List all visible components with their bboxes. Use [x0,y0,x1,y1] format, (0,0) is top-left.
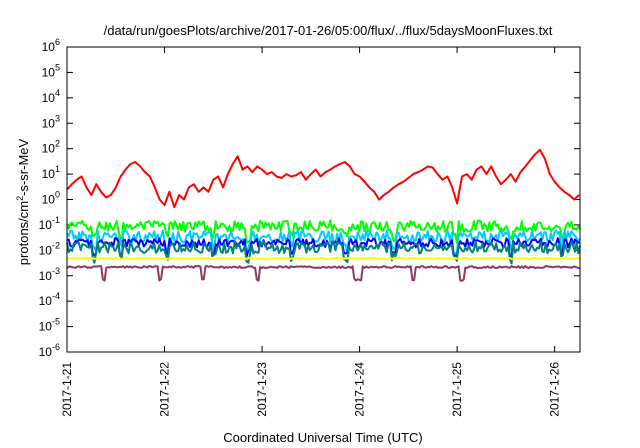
y-axis-label-suffix: -s-sr-MeV [16,138,31,195]
x-tick-label: 2017-1-25 [450,362,464,417]
y-tick-label: 105 [42,62,60,79]
y-tick-label: 10-6 [39,342,60,359]
x-ticks: 2017-1-21 2017-1-22 2017-1-23 2017-1-24 2017… [60,47,562,417]
y-tick-label: 100 [42,190,60,207]
y-axis-label-prefix: protons/cm [16,201,31,265]
series-line-6 [66,256,581,260]
x-tick-label: 2017-1-24 [353,362,367,417]
series-group [66,148,581,282]
y-tick-label: 106 [42,37,60,54]
y-tick-label: 10-4 [39,291,60,308]
x-tick-label: 2017-1-21 [60,362,74,417]
series-line-5 [66,240,581,265]
y-tick-label: 10-3 [39,266,60,283]
y-axis-label-superscript: 2 [15,196,25,201]
x-tick-label: 2017-1-23 [255,362,269,417]
y-tick-label: 10-1 [39,215,60,232]
y-ticks: 10-6 10-5 10-4 10-3 10-2 10-1 100 101 102 103 104 1… [39,37,580,359]
y-tick-label: 102 [42,139,60,156]
series-line-4 [66,237,581,259]
series-line-1 [66,148,580,209]
plot-frame [66,46,581,353]
series-line-2 [66,219,581,244]
y-tick-label: 10-2 [39,240,60,257]
svg-text:protons/cm2-s-sr-MeV: protons/cm2-s-sr-MeV [15,138,31,265]
y-tick-label: 104 [42,88,60,105]
series-line-7 [66,265,581,282]
chart-title: /data/run/goesPlots/archive/2017-01-26/0… [104,23,553,38]
x-axis-label: Coordinated Universal Time (UTC) [223,430,422,445]
x-tick-label: 2017-1-22 [158,362,172,417]
y-axis-label: protons/cm2-s-sr-MeV [15,138,31,265]
y-tick-label: 10-5 [39,317,60,334]
y-tick-label: 103 [42,113,60,130]
series-line-3 [66,229,581,255]
x-tick-label: 2017-1-26 [548,362,562,417]
y-tick-label: 101 [42,164,60,181]
